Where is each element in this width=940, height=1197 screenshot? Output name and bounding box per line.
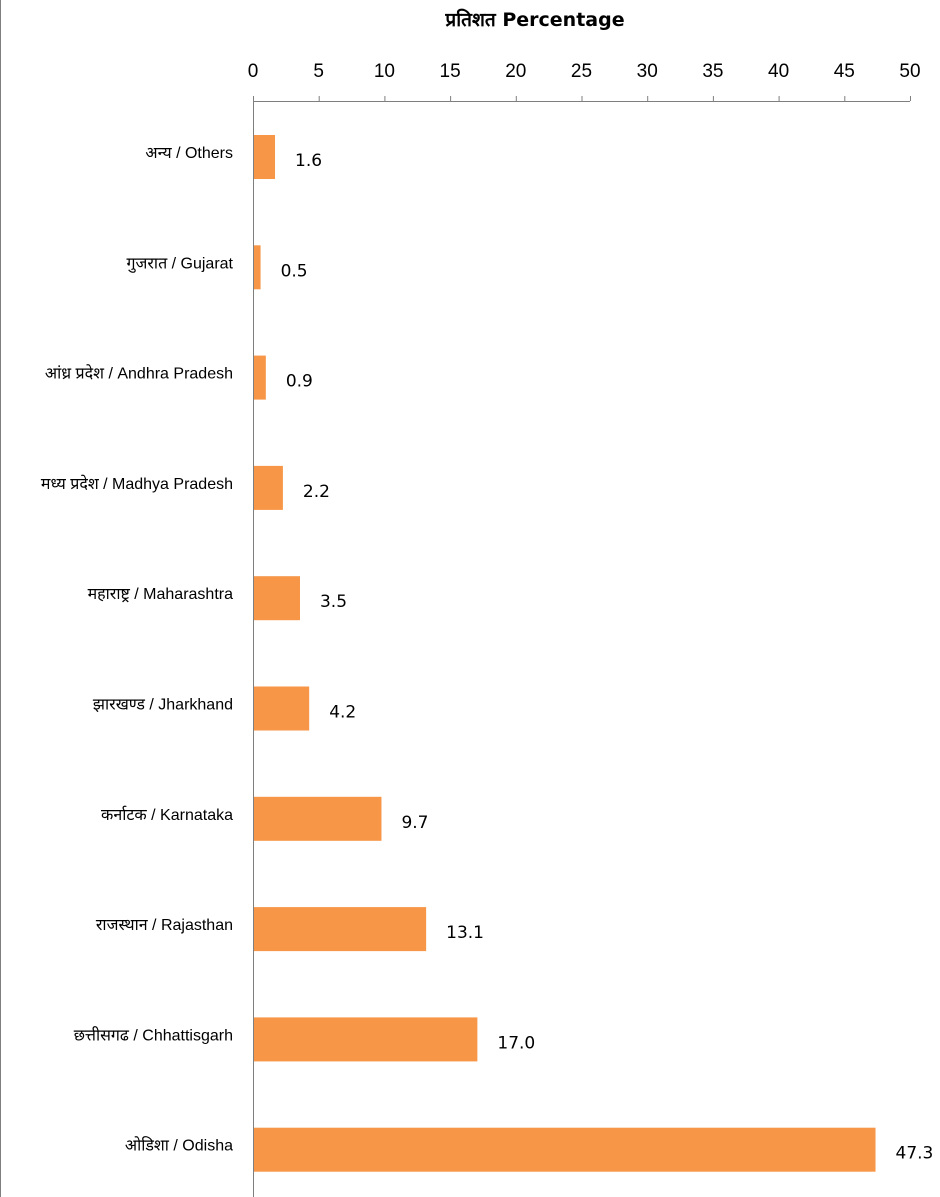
data-label: 3.5 — [320, 592, 347, 612]
data-label: 17.0 — [497, 1033, 535, 1053]
bar — [254, 245, 261, 290]
x-axis-title: प्रतिशत Percentage — [444, 8, 624, 31]
bar — [254, 355, 266, 400]
bar — [254, 686, 310, 731]
data-label: 0.9 — [286, 372, 313, 392]
category-label: छत्तीसगढ / Chhattisgarh — [74, 1025, 233, 1044]
bar — [254, 1127, 876, 1172]
bar — [254, 465, 283, 510]
category-label: अन्य / Others — [145, 145, 233, 162]
bars — [254, 135, 876, 1172]
category-label: गुजरात / Gujarat — [127, 255, 234, 273]
x-tick-label: 0 — [248, 61, 259, 82]
bar — [254, 1017, 478, 1062]
data-label: 4.2 — [329, 703, 356, 723]
category-label: झारखण्ड / Jharkhand — [93, 697, 233, 714]
x-tick-label: 10 — [374, 61, 395, 82]
category-label: महाराष्ट्र / Maharashtra — [88, 586, 233, 603]
x-tick-label: 25 — [571, 61, 592, 82]
x-tick-label: 20 — [505, 61, 526, 82]
category-labels: अन्य / Others गुजरात / Gujarat आंध्र प्रदे… — [41, 145, 234, 1155]
data-label: 13.1 — [446, 923, 484, 943]
x-tick-label: 5 — [313, 61, 324, 82]
x-tick-label: 40 — [768, 61, 789, 82]
x-tick-label: 50 — [899, 61, 920, 82]
data-labels: 1.6 0.5 0.9 2.2 3.5 4.2 9.7 13.1 17.0 47.3 — [281, 151, 934, 1164]
x-tick-label: 15 — [440, 61, 461, 82]
category-label: ओडिशा / Odisha — [125, 1136, 233, 1155]
bar — [254, 796, 382, 841]
category-label: मध्य प्रदेश / Madhya Pradesh — [41, 474, 233, 493]
category-label: आंध्र प्रदेश / Andhra Pradesh — [45, 364, 233, 383]
data-label: 9.7 — [401, 813, 428, 833]
data-label: 2.2 — [303, 482, 330, 502]
x-tick-label: 45 — [834, 61, 855, 82]
x-tick-label: 30 — [637, 61, 658, 82]
bar — [254, 135, 276, 179]
x-axis-ticks: 0 5 10 15 20 25 30 35 40 45 50 — [248, 61, 921, 101]
data-label: 0.5 — [281, 261, 308, 281]
x-tick-label: 35 — [702, 61, 723, 82]
data-label: 1.6 — [295, 151, 322, 171]
category-label: राजस्थान / Rajasthan — [96, 917, 233, 934]
data-label: 47.3 — [896, 1144, 934, 1164]
bar — [254, 576, 300, 621]
category-label: कर्नाटक / Karnataka — [101, 805, 233, 824]
bar — [254, 907, 427, 952]
